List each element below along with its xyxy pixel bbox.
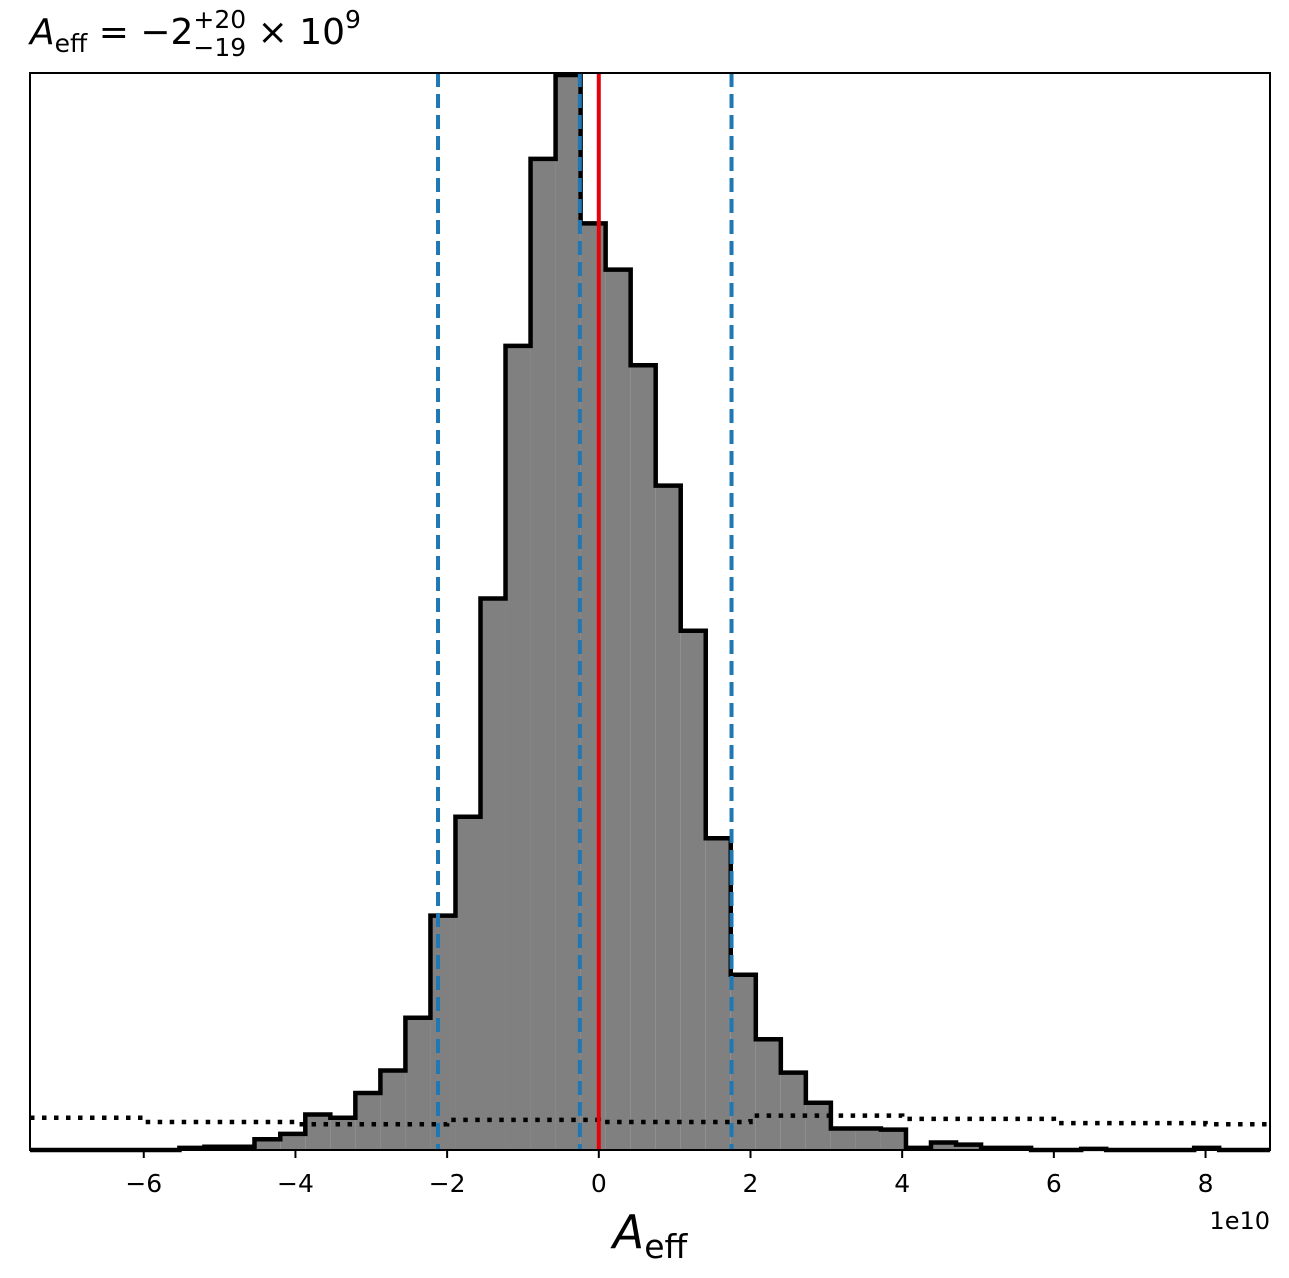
histogram-bar (705, 838, 731, 1150)
histogram-bar (580, 223, 606, 1151)
x-ticks: −6 −4 −2 0 2 4 6 8 (125, 1150, 1213, 1198)
histogram-bar (805, 1102, 831, 1150)
x-tick-label: 2 (743, 1169, 759, 1198)
histogram-bar (555, 75, 581, 1150)
histogram-bar (430, 915, 456, 1150)
x-tick-label: 4 (894, 1169, 910, 1198)
title-tail-sup: 9 (345, 5, 361, 34)
histogram (30, 72, 1270, 1153)
plot-frame (29, 72, 1271, 1151)
histogram-bar (605, 269, 631, 1150)
histogram-bar (855, 1128, 881, 1150)
histogram-outline (30, 72, 1270, 1153)
reference-lines (436, 73, 734, 1150)
x-label-symbol: A (610, 1205, 644, 1259)
histogram-bar (254, 1139, 281, 1150)
histogram-bar (530, 158, 556, 1151)
title-symbol-sub: eff (55, 29, 88, 58)
prior-line (30, 1113, 1270, 1127)
x-tick-label: 6 (1046, 1169, 1062, 1198)
x-axis-label: Aeff (610, 1205, 689, 1266)
prior-curve (30, 1113, 1270, 1127)
title-sub: −19 (193, 33, 246, 62)
histogram-bar (355, 1093, 381, 1150)
x-tick-label: 8 (1198, 1169, 1214, 1198)
title-symbol: A (28, 12, 55, 53)
title-equals: = −2 (87, 12, 193, 53)
histogram-bar (680, 630, 706, 1150)
histogram-bar (780, 1072, 806, 1150)
x-label-sub: eff (644, 1227, 688, 1266)
histogram-bar (480, 598, 506, 1150)
histogram-bar (280, 1133, 306, 1150)
histogram-bar (305, 1114, 331, 1150)
histogram-bar (655, 485, 681, 1150)
x-tick-label: −2 (429, 1169, 466, 1198)
histogram-bar (405, 1017, 431, 1150)
title-sup: +20 (193, 5, 246, 34)
histogram-bar (930, 1142, 957, 1150)
title-tail: × 10 (246, 12, 345, 53)
x-offset-label: 1e10 (1209, 1207, 1270, 1235)
histogram-bar (380, 1070, 406, 1150)
x-tick-label: −6 (125, 1169, 162, 1198)
histogram-bar (755, 1039, 781, 1150)
histogram-bar (880, 1129, 906, 1150)
chart-title: Aeff = −2+20 −19 × 109 (28, 5, 361, 62)
histogram-bar (830, 1128, 856, 1150)
histogram-bar (505, 345, 531, 1150)
histogram-bar (455, 816, 481, 1150)
x-tick-label: 0 (591, 1169, 607, 1198)
x-tick-label: −4 (277, 1169, 314, 1198)
histogram-bar (956, 1144, 982, 1150)
histogram-bar (630, 365, 656, 1150)
